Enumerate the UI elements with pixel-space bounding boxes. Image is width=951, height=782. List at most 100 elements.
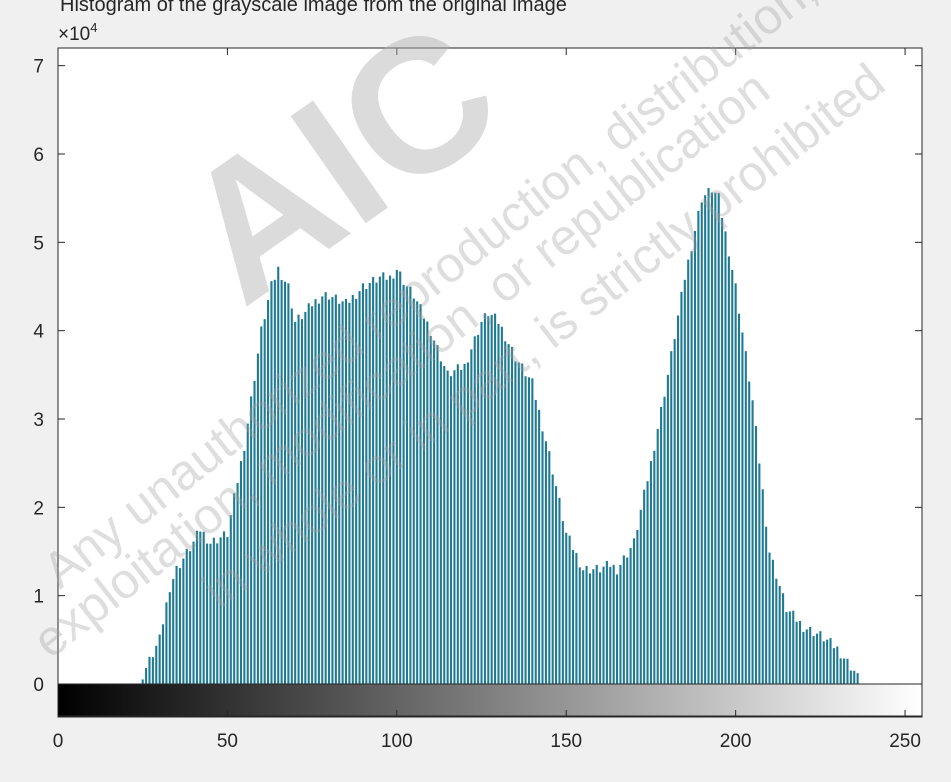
histogram-bar <box>338 303 341 684</box>
y-tick-label: 0 <box>33 675 44 696</box>
histogram-bar <box>351 294 354 684</box>
histogram-bar <box>693 231 697 684</box>
histogram-bar <box>585 565 588 684</box>
histogram-bar <box>429 335 432 684</box>
histogram-bar <box>145 668 148 684</box>
histogram-bar <box>497 323 500 684</box>
histogram-bar <box>402 284 405 684</box>
histogram-bar <box>368 282 371 684</box>
histogram-bar <box>670 351 673 684</box>
histogram-bar <box>788 611 791 684</box>
histogram-bar <box>819 631 822 684</box>
histogram-bar <box>222 531 226 684</box>
x-tick-label: 50 <box>217 731 238 752</box>
x-tick-label: 250 <box>889 731 921 752</box>
histogram-bar <box>378 276 381 684</box>
histogram-bar <box>836 646 839 684</box>
histogram-bar <box>697 210 700 685</box>
histogram-bar <box>375 282 378 684</box>
histogram-bar <box>189 551 192 684</box>
plot-area <box>58 48 922 717</box>
histogram-bar <box>700 202 703 684</box>
histogram-bar <box>307 303 310 684</box>
histogram-bar <box>765 526 768 684</box>
histogram-bar <box>477 334 480 684</box>
histogram-bar <box>775 578 778 684</box>
histogram-bar <box>273 279 276 684</box>
histogram-bar <box>734 283 737 684</box>
histogram-bar <box>748 381 751 684</box>
histogram-bar <box>260 326 263 684</box>
y-exponent-label: ×104 <box>58 20 97 45</box>
histogram-bar <box>480 321 483 684</box>
histogram-bar <box>687 259 690 684</box>
histogram-bar <box>768 552 771 684</box>
histogram-bar <box>304 311 307 684</box>
histogram-bar <box>534 399 537 684</box>
histogram-bar <box>185 549 188 684</box>
histogram-bar <box>555 486 558 684</box>
histogram-bar <box>805 629 808 684</box>
histogram-bar <box>405 286 409 684</box>
histogram-bar <box>334 294 337 684</box>
histogram-bar <box>328 299 331 684</box>
histogram-bar <box>676 315 680 684</box>
histogram-bar <box>395 269 398 684</box>
y-axis: 0 1 2 3 4 5 6 7 <box>33 57 922 696</box>
histogram-bar <box>175 565 178 684</box>
histogram-bar <box>656 428 659 684</box>
histogram-bar <box>317 303 320 684</box>
histogram-bar <box>568 535 571 684</box>
histogram-bar <box>575 552 578 684</box>
histogram-bar <box>531 378 534 684</box>
histogram-bar <box>202 531 205 684</box>
histogram-bar <box>355 298 358 684</box>
histogram-bar <box>792 610 795 684</box>
histogram-bar <box>263 319 266 684</box>
x-tick-label: 150 <box>550 731 582 752</box>
histogram-bar <box>412 298 415 684</box>
histogram-bar <box>717 192 720 684</box>
histogram-bar <box>551 474 554 684</box>
histogram-bar <box>690 251 693 684</box>
histogram-bar <box>141 679 144 684</box>
histogram-bar <box>419 304 422 684</box>
histogram-bar <box>599 572 602 684</box>
histogram-bar <box>463 363 466 684</box>
histogram-bar <box>707 188 710 684</box>
histogram-bar <box>754 426 758 684</box>
histogram-bar <box>609 566 612 684</box>
histogram-bar <box>341 301 344 684</box>
histogram-bar <box>524 376 527 684</box>
histogram-bar <box>605 560 608 684</box>
histogram-bar <box>294 321 297 684</box>
histogram-bar <box>602 566 605 684</box>
histogram-bar <box>714 192 717 684</box>
figure-caption: Histogram of the grayscale image from th… <box>60 0 567 16</box>
histogram-bar <box>433 340 436 684</box>
histogram-bar <box>161 624 165 684</box>
histogram-bar <box>372 276 375 684</box>
histogram-bar <box>643 489 646 684</box>
histogram-bar <box>626 557 629 684</box>
histogram-bar <box>409 286 412 684</box>
histogram-bar <box>592 569 595 684</box>
histogram-bar <box>843 658 846 684</box>
x-tick-label: 200 <box>720 731 752 752</box>
y-tick-label: 7 <box>33 57 44 78</box>
histogram-bar <box>483 313 486 684</box>
histogram-bar <box>521 363 524 684</box>
histogram-bar <box>571 550 575 684</box>
histogram-bar <box>416 301 419 684</box>
histogram-bar <box>206 543 209 684</box>
histogram-bar <box>229 515 232 684</box>
histogram-bar <box>660 406 663 684</box>
histogram-bar <box>853 670 856 684</box>
histogram-bar <box>426 321 429 684</box>
histogram-bar <box>443 366 446 684</box>
histogram-bar <box>324 292 327 684</box>
histogram-bar <box>287 283 290 684</box>
histogram-bar <box>399 271 402 684</box>
histogram-bars <box>141 188 859 685</box>
histogram-bar <box>172 579 175 684</box>
